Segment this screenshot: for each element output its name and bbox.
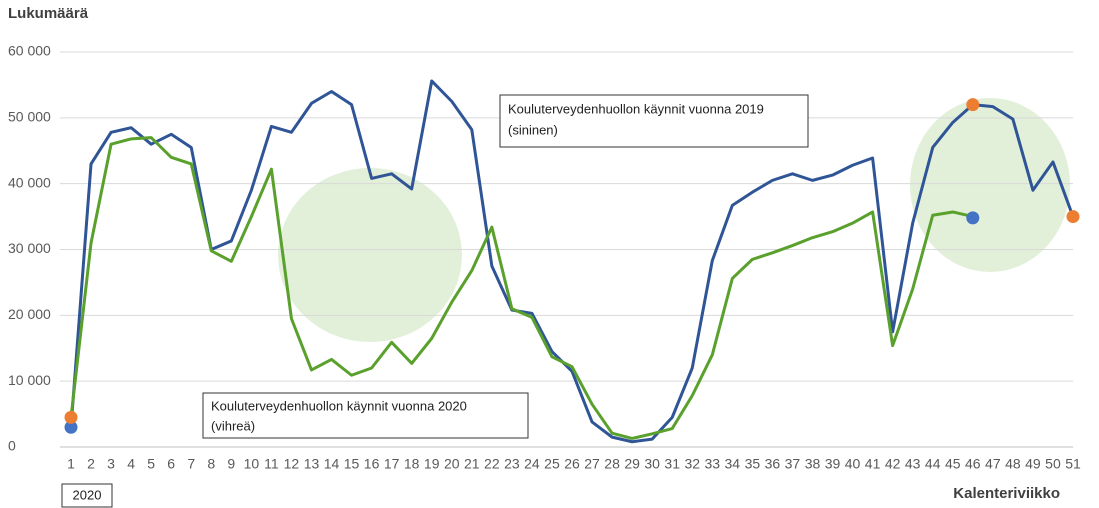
x-tick-label: 33: [704, 456, 720, 472]
y-tick-label: 0: [8, 438, 16, 454]
x-tick-label: 5: [147, 456, 155, 472]
year-label: 2020: [73, 487, 102, 502]
x-tick-label: 46: [965, 456, 981, 472]
highlight: [910, 98, 1070, 272]
series-line: [69, 79, 1075, 444]
x-tick-label: 13: [304, 456, 320, 472]
x-tick-label: 1: [67, 456, 75, 472]
x-tick-label: 35: [745, 456, 761, 472]
x-tick-label: 49: [1025, 456, 1041, 472]
x-tick-label: 17: [384, 456, 400, 472]
x-tick-label: 8: [207, 456, 215, 472]
x-tick-label: 7: [187, 456, 195, 472]
x-tick-label: 44: [925, 456, 941, 472]
x-tick-label: 18: [404, 456, 420, 472]
year-box: [61, 483, 113, 508]
x-tick-label: 16: [364, 456, 380, 472]
x-tick-label: 30: [644, 456, 660, 472]
x-tick-label: 32: [684, 456, 700, 472]
x-tick-label: 45: [945, 456, 961, 472]
annotation-box: [499, 94, 809, 148]
x-tick-label: 14: [324, 456, 340, 472]
y-tick-label: 10 000: [8, 372, 51, 388]
y-tick-label: 60 000: [8, 43, 51, 59]
x-axis-label: Kalenteriviikko: [953, 485, 1060, 502]
x-tick-label: 28: [604, 456, 620, 472]
x-tick-label: 37: [785, 456, 801, 472]
annotation: Kouluterveydenhuollon käynnit vuonna 201…: [508, 101, 764, 116]
x-tick-label: 42: [885, 456, 901, 472]
x-tick-label: 39: [825, 456, 841, 472]
y-tick-label: 30 000: [8, 240, 51, 256]
x-tick-label: 31: [664, 456, 680, 472]
annotation-box: [202, 392, 529, 439]
marker-dot: [64, 410, 78, 424]
x-tick-label: 9: [227, 456, 235, 472]
x-tick-label: 24: [524, 456, 540, 472]
x-tick-label: 50: [1045, 456, 1061, 472]
x-tick-label: 10: [244, 456, 260, 472]
series-line: [69, 136, 974, 440]
marker-dot: [966, 98, 980, 112]
x-tick-label: 20: [444, 456, 460, 472]
marker-dot: [1066, 210, 1080, 224]
x-tick-label: 36: [765, 456, 781, 472]
x-tick-label: 43: [905, 456, 921, 472]
x-tick-label: 51: [1065, 456, 1081, 472]
marker-dot: [64, 420, 78, 434]
highlight: [278, 168, 462, 342]
x-tick-label: 47: [985, 456, 1001, 472]
x-tick-label: 40: [845, 456, 861, 472]
x-tick-label: 41: [865, 456, 881, 472]
marker-dot: [966, 211, 980, 225]
x-tick-label: 23: [504, 456, 520, 472]
x-tick-label: 34: [725, 456, 741, 472]
annotation: Kouluterveydenhuollon käynnit vuonna 202…: [211, 398, 467, 413]
x-tick-label: 2: [87, 456, 95, 472]
x-tick-label: 19: [424, 456, 440, 472]
x-tick-label: 29: [624, 456, 640, 472]
x-tick-label: 6: [167, 456, 175, 472]
x-tick-label: 11: [264, 456, 279, 472]
x-tick-label: 38: [805, 456, 821, 472]
x-tick-label: 3: [107, 456, 115, 472]
x-tick-label: 4: [127, 456, 135, 472]
x-tick-label: 48: [1005, 456, 1021, 472]
y-axis-label: Lukumäärä: [8, 5, 89, 22]
x-tick-label: 25: [544, 456, 560, 472]
y-tick-label: 40 000: [8, 174, 51, 190]
x-tick-label: 15: [344, 456, 360, 472]
x-tick-label: 21: [464, 456, 480, 472]
x-tick-label: 12: [284, 456, 300, 472]
x-tick-label: 27: [584, 456, 600, 472]
x-tick-label: 26: [564, 456, 580, 472]
y-tick-label: 20 000: [8, 306, 51, 322]
y-tick-label: 50 000: [8, 109, 51, 125]
x-tick-label: 22: [484, 456, 500, 472]
annotation: (vihreä): [211, 418, 255, 433]
annotation: (sininen): [508, 122, 558, 137]
